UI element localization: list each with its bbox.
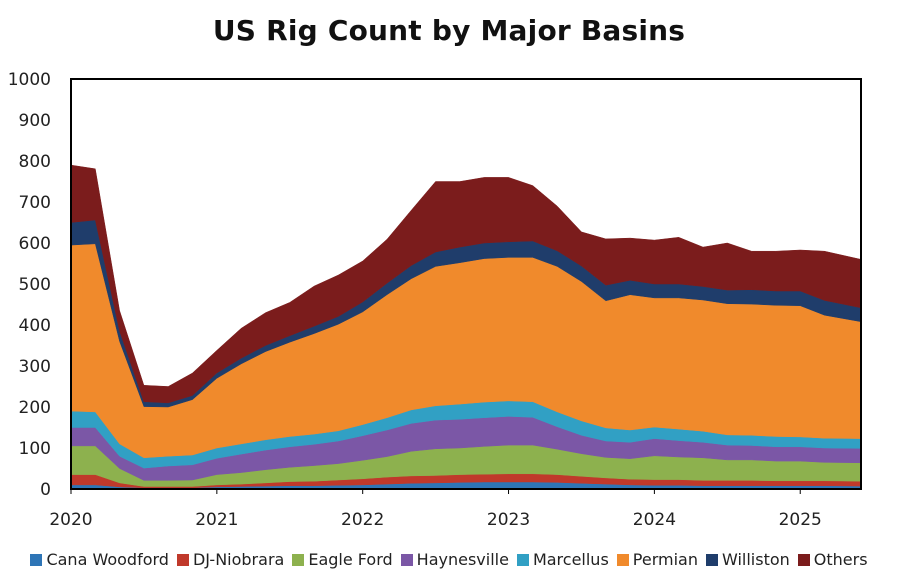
legend-item: Permian xyxy=(616,550,698,569)
legend-swatch xyxy=(797,553,810,566)
y-axis-ticks: 0 100 200 300 400 500 600 700 800 900 1000 xyxy=(8,70,51,500)
legend-label: Eagle Ford xyxy=(308,550,393,569)
x-axis-ticks: 2020 2021 2022 2023 2024 2025 xyxy=(49,489,822,530)
legend-label: Marcellus xyxy=(532,550,609,569)
y-tick-label: 300 xyxy=(19,357,51,377)
legend-item: DJ-Niobrara xyxy=(176,550,285,569)
x-tick-label: 2022 xyxy=(341,510,384,530)
legend-label: Cana Woodford xyxy=(46,550,169,569)
legend-swatch xyxy=(292,553,305,566)
x-tick-label: 2021 xyxy=(195,510,238,530)
legend-swatch xyxy=(400,553,413,566)
chart-title: US Rig Count by Major Basins xyxy=(212,14,686,47)
y-tick-label: 500 xyxy=(19,275,51,295)
legend: Cana Woodford DJ-Niobrara Eagle Ford Haynes… xyxy=(0,550,898,569)
stacked-areas xyxy=(70,164,862,490)
legend-item: Haynesville xyxy=(400,550,509,569)
legend-swatch xyxy=(616,553,629,566)
legend-item: Cana Woodford xyxy=(30,550,169,569)
legend-item: Others xyxy=(797,550,868,569)
legend-label: DJ-Niobrara xyxy=(192,550,285,569)
legend-label: Others xyxy=(813,550,868,569)
legend-item: Williston xyxy=(705,550,790,569)
y-tick-label: 700 xyxy=(19,193,51,213)
y-tick-label: 800 xyxy=(19,152,51,172)
legend-item: Eagle Ford xyxy=(292,550,393,569)
x-tick-label: 2023 xyxy=(487,510,530,530)
y-tick-label: 600 xyxy=(19,234,51,254)
legend-swatch xyxy=(176,553,189,566)
legend-swatch xyxy=(516,553,529,566)
legend-swatch xyxy=(705,553,718,566)
legend-label: Williston xyxy=(721,550,790,569)
y-tick-label: 100 xyxy=(19,439,51,459)
y-tick-label: 1000 xyxy=(8,70,51,90)
x-tick-label: 2020 xyxy=(49,510,92,530)
legend-label: Haynesville xyxy=(416,550,509,569)
legend-label: Permian xyxy=(632,550,698,569)
x-tick-label: 2024 xyxy=(633,510,676,530)
legend-item: Marcellus xyxy=(516,550,609,569)
x-tick-label: 2025 xyxy=(779,510,822,530)
y-tick-label: 200 xyxy=(19,398,51,418)
y-tick-label: 900 xyxy=(19,111,51,131)
legend-swatch xyxy=(30,553,43,566)
y-tick-label: 0 xyxy=(40,480,51,500)
plot-frame xyxy=(70,78,862,490)
y-tick-label: 400 xyxy=(19,316,51,336)
